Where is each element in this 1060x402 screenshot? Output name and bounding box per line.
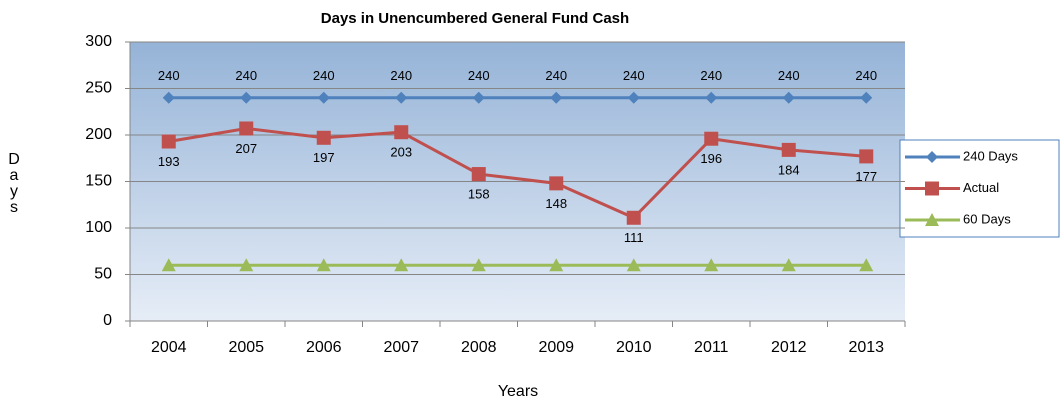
x-tick-label: 2006 <box>306 339 342 356</box>
legend-marker <box>926 151 938 163</box>
data-point <box>626 258 641 272</box>
chart-title: Days in Unencumbered General Fund Cash <box>321 10 629 27</box>
y-tick-label: 100 <box>85 219 112 236</box>
data-point <box>317 91 330 104</box>
data-point <box>471 258 486 272</box>
data-label: 184 <box>778 162 800 177</box>
data-label: 240 <box>313 68 335 83</box>
data-label: 203 <box>390 145 412 160</box>
data-point <box>781 258 796 272</box>
x-tick-label: 2010 <box>616 339 652 356</box>
data-label: 240 <box>158 68 180 83</box>
data-point <box>161 258 176 272</box>
data-point <box>859 258 874 272</box>
x-tick-label: 2013 <box>848 339 884 356</box>
data-label: 111 <box>624 230 644 245</box>
data-point <box>394 125 409 140</box>
y-tick-label: 200 <box>85 126 112 143</box>
data-label: 207 <box>235 141 257 156</box>
data-point <box>782 91 795 104</box>
x-tick-label: 2004 <box>151 339 187 356</box>
x-axis-label: Years <box>498 383 538 400</box>
data-point <box>395 91 408 104</box>
y-tick-label: 50 <box>94 266 112 283</box>
x-tick-label: 2011 <box>694 339 729 356</box>
data-label: 240 <box>235 68 257 83</box>
data-point <box>549 258 564 272</box>
data-point <box>316 258 331 272</box>
x-tick-label: 2007 <box>383 339 419 356</box>
legend-label: Actual <box>963 180 999 195</box>
data-label: 240 <box>390 68 412 83</box>
y-tick-label: 0 <box>103 312 112 329</box>
data-label: 177 <box>855 169 877 184</box>
data-point <box>781 142 796 157</box>
data-point <box>239 121 254 136</box>
data-point <box>240 91 253 104</box>
data-label: 240 <box>468 68 490 83</box>
legend-marker <box>925 213 939 226</box>
x-tick-label: 2012 <box>771 339 807 356</box>
data-point <box>704 131 719 146</box>
data-point <box>316 130 331 145</box>
data-label: 197 <box>313 150 335 165</box>
data-point <box>859 149 874 164</box>
legend-label: 60 Days <box>963 211 1011 226</box>
series-line <box>168 126 867 220</box>
legend-marker <box>925 181 939 196</box>
data-label: 196 <box>700 151 722 166</box>
x-tick-label: 2009 <box>538 339 574 356</box>
data-point <box>626 210 641 225</box>
x-tick-label: 2008 <box>461 339 497 356</box>
data-label: 240 <box>623 68 645 83</box>
data-label: 148 <box>545 196 567 211</box>
data-point <box>394 258 409 272</box>
data-label: 240 <box>855 68 877 83</box>
legend-label: 240 Days <box>963 148 1018 163</box>
data-point <box>550 91 563 104</box>
data-label: 158 <box>468 186 490 201</box>
data-point <box>704 258 719 272</box>
data-label: 240 <box>778 68 800 83</box>
data-point <box>472 91 485 104</box>
data-point <box>161 134 176 149</box>
data-point <box>239 258 254 272</box>
data-point <box>549 176 564 191</box>
data-point <box>705 91 718 104</box>
data-label: 240 <box>700 68 722 83</box>
y-tick-label: 250 <box>85 80 112 97</box>
data-point <box>471 167 486 182</box>
data-point <box>162 91 175 104</box>
y-tick-label: 150 <box>85 173 112 190</box>
y-tick-label: 300 <box>85 33 112 50</box>
data-label: 240 <box>545 68 567 83</box>
data-label: 193 <box>158 154 180 169</box>
x-tick-label: 2005 <box>228 339 264 356</box>
data-point <box>860 91 873 104</box>
data-point <box>627 91 640 104</box>
